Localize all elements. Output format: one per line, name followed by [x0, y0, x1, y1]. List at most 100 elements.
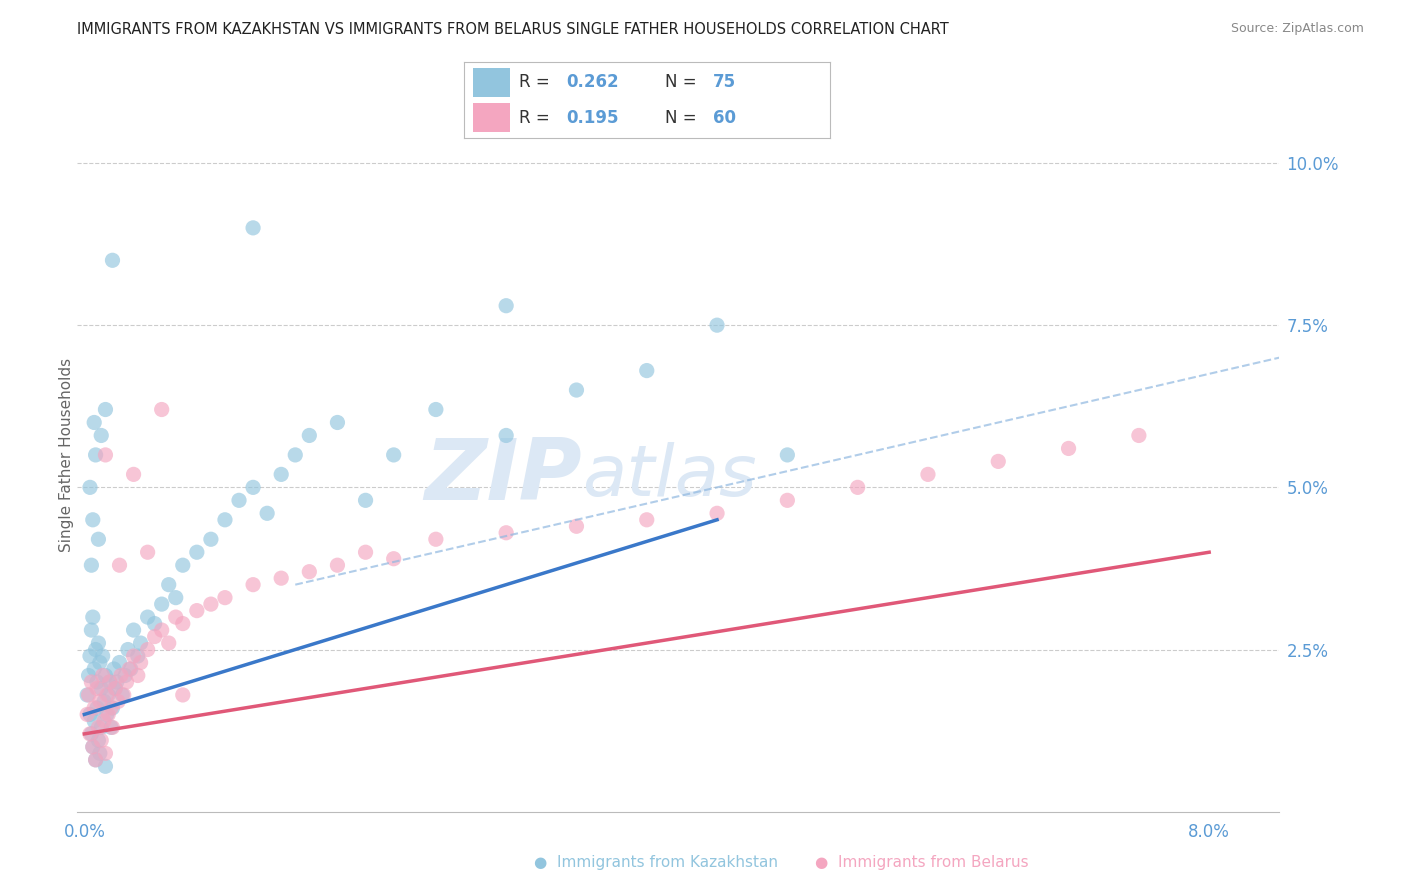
Point [108, 656, 131, 670]
Point [150, 402, 173, 417]
Point [326, 416, 349, 430]
Point [79, 727, 101, 741]
Point [495, 525, 517, 540]
Text: 60: 60 [713, 109, 735, 127]
Text: IMMIGRANTS FROM KAZAKHSTAN VS IMMIGRANTS FROM BELARUS SINGLE FATHER HOUSEHOLDS C: IMMIGRANTS FROM KAZAKHSTAN VS IMMIGRANTS… [77, 22, 949, 37]
Point [111, 688, 134, 702]
Point [242, 577, 264, 591]
Point [298, 565, 321, 579]
Point [104, 681, 127, 696]
Point [89, 747, 111, 761]
Text: atlas: atlas [582, 442, 756, 511]
Point [84, 753, 107, 767]
Point [103, 662, 125, 676]
Point [83, 701, 105, 715]
Point [495, 299, 517, 313]
Point [107, 694, 129, 708]
Point [94, 448, 117, 462]
Text: 75: 75 [713, 73, 735, 91]
Point [987, 454, 1010, 468]
Point [89, 656, 111, 670]
Point [425, 402, 447, 417]
Point [200, 597, 222, 611]
Point [143, 630, 166, 644]
Point [706, 318, 728, 333]
Point [284, 448, 307, 462]
Text: ●  Immigrants from Belarus: ● Immigrants from Belarus [815, 855, 1029, 870]
Text: ●  Immigrants from Kazakhstan: ● Immigrants from Kazakhstan [534, 855, 779, 870]
Point [79, 707, 101, 722]
Point [165, 591, 187, 605]
Y-axis label: Single Father Households: Single Father Households [59, 358, 73, 552]
Point [93, 694, 115, 708]
Point [242, 480, 264, 494]
Point [636, 513, 658, 527]
Point [90, 720, 112, 734]
Point [127, 648, 149, 663]
Point [122, 648, 145, 663]
Point [776, 448, 799, 462]
Point [96, 688, 118, 702]
Point [80, 675, 103, 690]
Point [91, 668, 114, 682]
Point [136, 642, 159, 657]
Point [136, 545, 159, 559]
Point [136, 610, 159, 624]
Point [495, 428, 517, 442]
Point [214, 591, 236, 605]
Point [82, 513, 104, 527]
Point [89, 694, 111, 708]
Point [86, 675, 108, 690]
Point [90, 428, 112, 442]
Point [87, 733, 110, 747]
Point [77, 668, 100, 682]
Text: 0.262: 0.262 [567, 73, 619, 91]
Point [94, 759, 117, 773]
Point [256, 506, 278, 520]
Point [100, 701, 122, 715]
Point [86, 681, 108, 696]
Point [706, 506, 728, 520]
Point [1128, 428, 1150, 442]
Point [101, 720, 124, 734]
Point [129, 636, 152, 650]
Point [118, 662, 141, 676]
Point [80, 623, 103, 637]
Point [565, 519, 588, 533]
Point [425, 533, 447, 547]
Point [82, 739, 104, 754]
Text: R =: R = [519, 109, 555, 127]
Point [214, 513, 236, 527]
Point [80, 727, 103, 741]
Point [94, 668, 117, 682]
Point [165, 610, 187, 624]
Point [87, 720, 110, 734]
Point [83, 714, 105, 728]
Point [129, 656, 152, 670]
Point [104, 681, 127, 696]
Point [114, 668, 136, 682]
Text: ZIP: ZIP [425, 434, 582, 518]
Point [172, 558, 194, 573]
Point [100, 720, 122, 734]
Point [84, 753, 107, 767]
Point [79, 480, 101, 494]
Point [120, 662, 142, 676]
Point [186, 604, 208, 618]
Point [157, 577, 180, 591]
Point [93, 714, 115, 728]
Point [76, 688, 98, 702]
Point [110, 668, 132, 682]
Point [84, 448, 107, 462]
Text: N =: N = [665, 73, 702, 91]
Point [90, 681, 112, 696]
Point [87, 636, 110, 650]
Point [91, 648, 114, 663]
Point [83, 662, 105, 676]
Point [79, 648, 101, 663]
Point [565, 383, 588, 397]
Point [354, 545, 377, 559]
Point [298, 428, 321, 442]
Point [80, 558, 103, 573]
Point [242, 220, 264, 235]
